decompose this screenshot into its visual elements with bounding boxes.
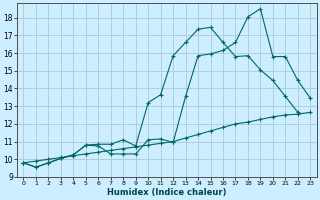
X-axis label: Humidex (Indice chaleur): Humidex (Indice chaleur) — [107, 188, 227, 197]
